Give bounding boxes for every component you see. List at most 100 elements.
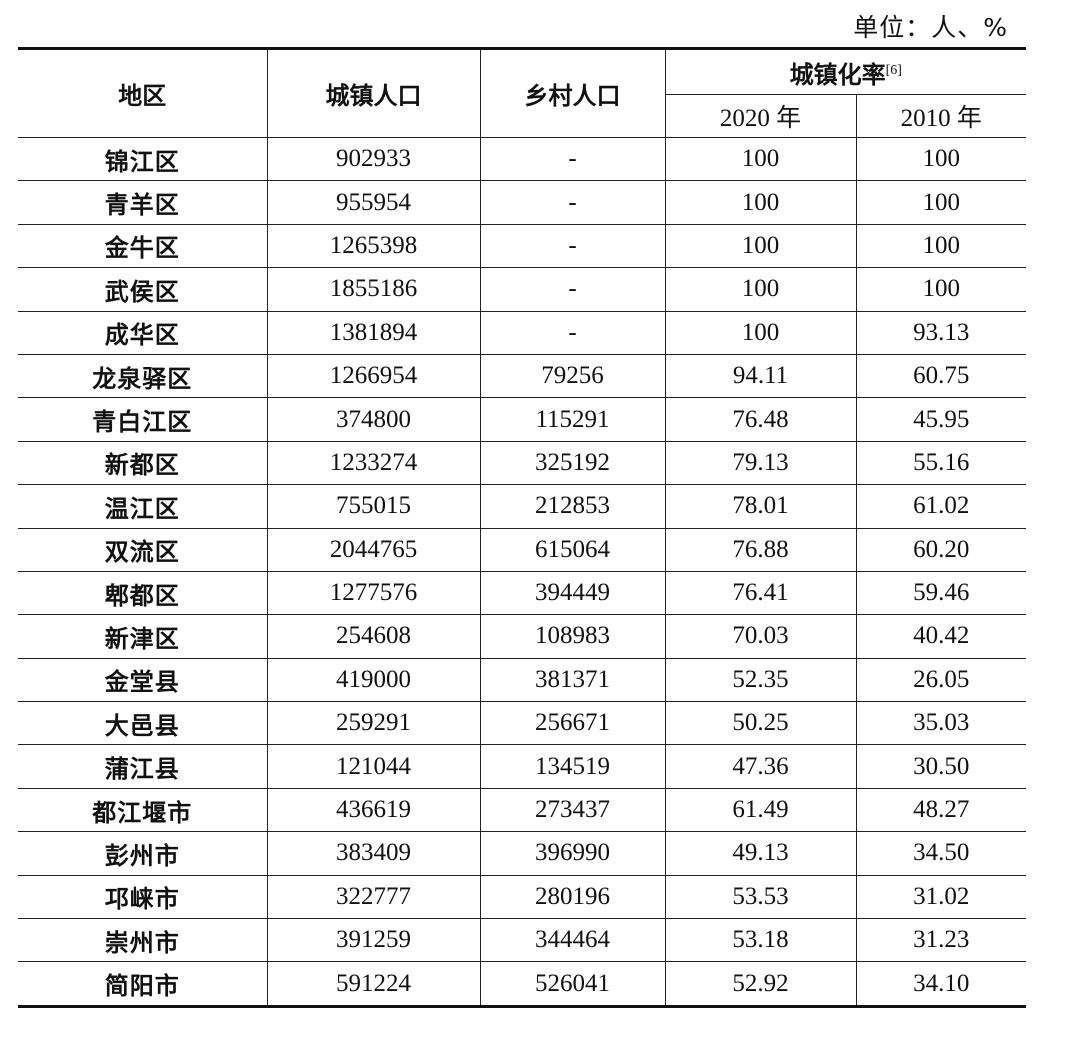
cell-rate-2010: 100: [855, 267, 1027, 312]
table-row: 蒲江县 121044 134519 47.36 30.50: [18, 744, 1027, 789]
cell-rural-population: -: [479, 180, 666, 225]
footnote-ref: [6]: [885, 62, 902, 78]
cell-rural-population: 256671: [479, 701, 666, 746]
header-rural-population: 乡村人口: [479, 47, 666, 138]
cell-rate-2010: 34.50: [855, 831, 1027, 876]
cell-urban-population: 1381894: [266, 311, 481, 355]
cell-rate-2010: 100: [855, 180, 1027, 225]
cell-urban-population: 955954: [266, 180, 481, 225]
cell-rural-population: 79256: [479, 354, 666, 399]
cell-rate-2010: 26.05: [855, 658, 1027, 703]
cell-rate-2010: 30.50: [855, 744, 1027, 789]
cell-rate-2010: 35.03: [855, 701, 1027, 746]
cell-rate-2020: 100: [664, 267, 857, 312]
table-row: 郫都区 1277576 394449 76.41 59.46: [18, 571, 1027, 616]
cell-region: 崇州市: [18, 918, 268, 963]
cell-rate-2020: 70.03: [664, 614, 857, 659]
cell-rate-2010: 45.95: [855, 397, 1027, 442]
table-row: 锦江区 902933-100 100: [18, 137, 1027, 182]
cell-rate-2010: 31.23: [855, 918, 1027, 963]
cell-rate-2020: 52.35: [664, 658, 857, 703]
cell-urban-population: 259291: [266, 701, 481, 746]
cell-rural-population: 325192: [479, 441, 666, 486]
table-row: 邛崃市 322777 280196 53.53 31.02: [18, 875, 1027, 920]
cell-rate-2020: 100: [664, 311, 857, 355]
cell-region: 郫都区: [18, 571, 268, 616]
cell-region: 青白江区: [18, 397, 268, 442]
cell-rate-2020: 100: [664, 137, 857, 182]
urbanization-table: 地区 城镇人口 乡村人口 城镇化率[6] 2020 年 2010 年 锦江区 90…: [18, 47, 1027, 1008]
cell-rate-2010: 60.20: [855, 528, 1027, 572]
cell-region: 龙泉驿区: [18, 354, 268, 399]
cell-rural-population: 273437: [479, 788, 666, 833]
cell-rate-2020: 79.13: [664, 441, 857, 486]
cell-region: 锦江区: [18, 137, 268, 182]
cell-rate-2010: 61.02: [855, 484, 1027, 529]
cell-rate-2020: 53.53: [664, 875, 857, 920]
cell-urban-population: 383409: [266, 831, 481, 876]
cell-rate-2010: 100: [855, 224, 1027, 269]
cell-rural-population: 115291: [479, 397, 666, 442]
cell-rate-2010: 48.27: [855, 788, 1027, 833]
cell-region: 新都区: [18, 441, 268, 486]
cell-rural-population: -: [479, 311, 666, 355]
header-year-2010: 2010 年: [855, 94, 1027, 138]
header-urban-population: 城镇人口: [266, 47, 481, 138]
cell-rate-2020: 47.36: [664, 744, 857, 789]
year-2020-suffix: 年: [776, 103, 802, 132]
cell-rural-population: 280196: [479, 875, 666, 920]
table-row: 金堂县 419000 381371 52.35 26.05: [18, 658, 1027, 703]
cell-region: 青羊区: [18, 180, 268, 225]
table-row: 温江区 755015 212853 78.01 61.02: [18, 484, 1027, 529]
cell-rural-population: 396990: [479, 831, 666, 876]
cell-region: 邛崃市: [18, 875, 268, 920]
cell-urban-population: 391259: [266, 918, 481, 963]
header-region: 地区: [18, 47, 268, 138]
cell-region: 金牛区: [18, 224, 268, 269]
cell-region: 双流区: [18, 528, 268, 572]
cell-rate-2020: 100: [664, 224, 857, 269]
cell-rate-2020: 61.49: [664, 788, 857, 833]
cell-rural-population: 212853: [479, 484, 666, 529]
table-row: 崇州市 391259 344464 53.18 31.23: [18, 918, 1027, 963]
cell-rural-population: -: [479, 224, 666, 269]
table-row: 都江堰市 436619 273437 61.49 48.27: [18, 788, 1027, 833]
cell-region: 温江区: [18, 484, 268, 529]
cell-urban-population: 1233274: [266, 441, 481, 486]
cell-rural-population: 615064: [479, 528, 666, 572]
cell-rate-2020: 100: [664, 180, 857, 225]
cell-urban-population: 374800: [266, 397, 481, 442]
table-row: 青白江区 374800 115291 76.48 45.95: [18, 397, 1027, 442]
cell-rural-population: -: [479, 137, 666, 182]
header-year-2020: 2020 年: [665, 94, 857, 138]
table-row: 新都区 1233274 325192 79.13 55.16: [18, 441, 1027, 486]
cell-region: 成华区: [18, 311, 268, 355]
cell-urban-population: 1266954: [266, 354, 481, 399]
table-row: 双流区 2044765 615064 76.88 60.20: [18, 528, 1027, 572]
table-row: 彭州市 383409 396990 49.13 34.50: [18, 831, 1027, 876]
cell-rate-2010: 31.02: [855, 875, 1027, 920]
cell-rate-2010: 55.16: [855, 441, 1027, 486]
cell-urban-population: 436619: [266, 788, 481, 833]
cell-rate-2020: 53.18: [664, 918, 857, 963]
unit-label: 单位：人、%: [853, 13, 1008, 42]
table-row: 新津区 254608 108983 70.03 40.42: [18, 614, 1027, 659]
cell-urban-population: 591224: [266, 961, 481, 1008]
header-urbanization-rate: 城镇化率[6]: [664, 47, 1027, 95]
cell-rate-2010: 100: [855, 137, 1027, 182]
cell-rural-population: -: [479, 267, 666, 312]
cell-urban-population: 2044765: [266, 528, 481, 572]
cell-rate-2010: 60.75: [855, 354, 1027, 399]
table-row: 青羊区 955954-100 100: [18, 180, 1027, 225]
year-2010-suffix: 年: [956, 103, 982, 132]
header-urbanization-rate-label: 城镇化率: [789, 60, 886, 89]
cell-rural-population: 134519: [479, 744, 666, 789]
cell-rate-2010: 59.46: [855, 571, 1027, 616]
cell-rate-2020: 94.11: [664, 354, 857, 399]
table-header: 地区 城镇人口 乡村人口 城镇化率[6] 2020 年 2010 年: [18, 47, 1027, 138]
year-2020-value: 2020: [719, 105, 770, 132]
cell-rate-2020: 49.13: [664, 831, 857, 876]
cell-urban-population: 322777: [266, 875, 481, 920]
cell-rural-population: 394449: [479, 571, 666, 616]
cell-region: 新津区: [18, 614, 268, 659]
